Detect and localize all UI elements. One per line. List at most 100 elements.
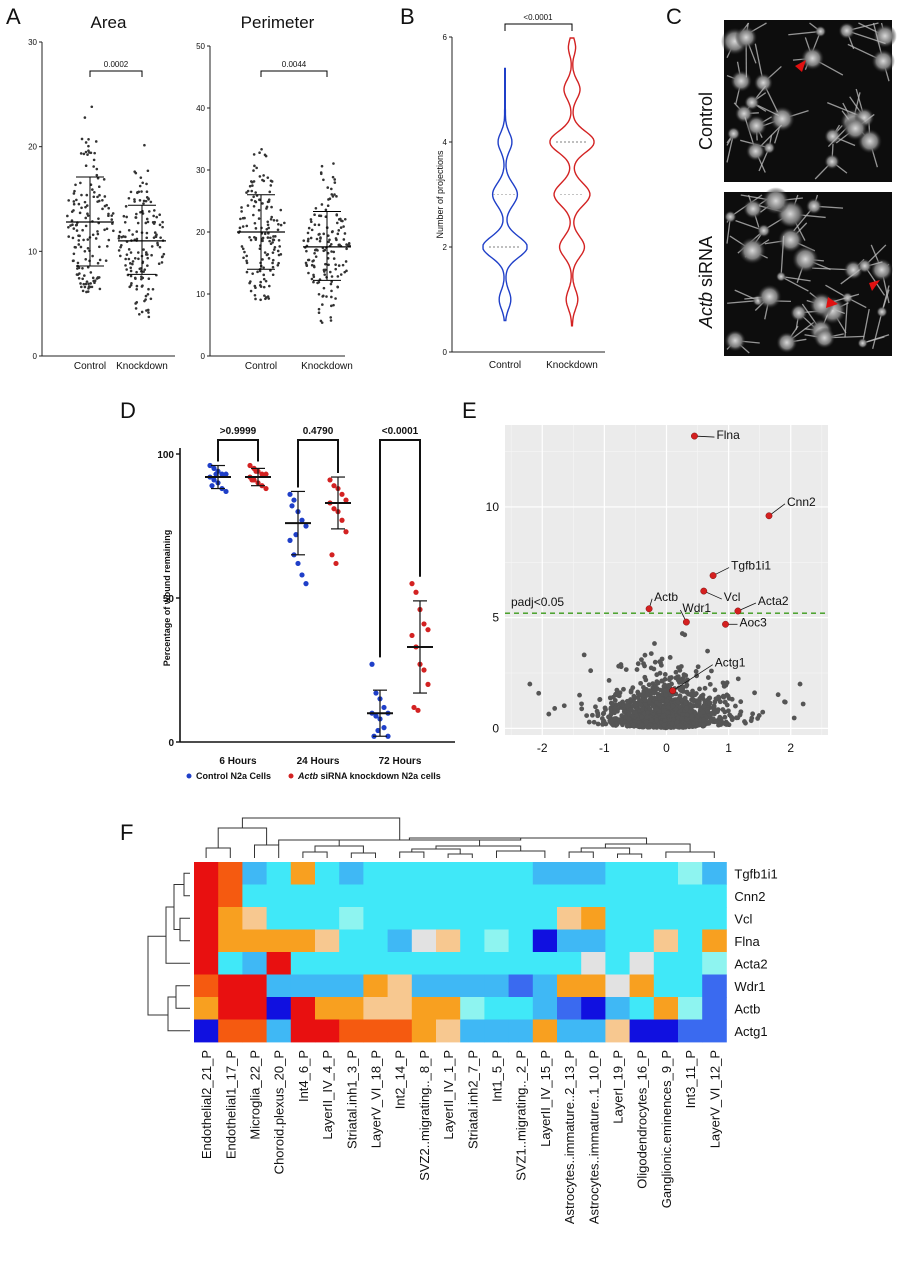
data-point xyxy=(327,477,333,483)
gene-point xyxy=(645,724,651,730)
column-label: LayerV_VI_18_P xyxy=(369,1050,384,1148)
column-label: Striatal.inh2_7_P xyxy=(465,1050,480,1149)
heatmap-cell xyxy=(702,929,727,953)
heatmap-cell xyxy=(339,997,364,1020)
gene-point xyxy=(623,667,629,673)
gene-point xyxy=(664,698,670,704)
data-point xyxy=(330,295,333,299)
gene-point xyxy=(625,722,631,728)
gene-point xyxy=(663,692,669,698)
column-dendrogram xyxy=(568,851,594,858)
data-point xyxy=(144,294,148,298)
data-point xyxy=(242,256,245,260)
cell-body xyxy=(738,237,766,265)
data-point xyxy=(260,147,263,151)
data-point xyxy=(273,235,277,238)
heatmap-cell xyxy=(242,862,267,885)
data-point xyxy=(335,195,338,198)
heatmap-cell xyxy=(581,884,606,908)
x-tick-label: -2 xyxy=(537,741,548,755)
data-point xyxy=(425,681,431,688)
data-point xyxy=(91,254,94,258)
y-axis-label: Percentage of wound remaining xyxy=(162,530,172,667)
gene-point xyxy=(633,702,638,708)
data-point xyxy=(127,228,131,232)
heatmap-cell xyxy=(290,884,316,908)
gene-point xyxy=(748,718,754,724)
data-point xyxy=(140,190,143,193)
gene-point xyxy=(632,709,638,715)
data-point xyxy=(145,231,149,235)
data-point xyxy=(318,232,321,236)
heatmap-cell xyxy=(315,974,340,998)
heatmap-cell xyxy=(508,907,534,930)
cell-body xyxy=(800,46,825,70)
heatmap-cell xyxy=(557,862,582,885)
data-point xyxy=(346,243,350,247)
data-point xyxy=(77,243,81,246)
gene-label: Aoc3 xyxy=(740,615,768,629)
gene-point xyxy=(705,648,710,654)
data-point xyxy=(134,216,138,219)
cell-body xyxy=(745,141,766,161)
gene-label: Cnn2 xyxy=(787,495,816,509)
cell-body xyxy=(757,284,782,309)
data-point xyxy=(86,246,90,250)
data-point xyxy=(305,263,308,267)
data-point xyxy=(139,176,143,179)
data-point xyxy=(271,265,275,269)
data-point xyxy=(323,273,327,276)
data-point xyxy=(271,273,275,277)
data-point xyxy=(254,227,258,230)
cell-body xyxy=(724,329,746,352)
gene-point xyxy=(683,689,689,695)
gene-point xyxy=(680,712,686,717)
data-point xyxy=(72,227,76,230)
data-point xyxy=(87,149,90,152)
data-point xyxy=(124,205,128,208)
data-point xyxy=(258,151,261,154)
data-point xyxy=(98,193,101,197)
heatmap-cell xyxy=(653,1019,679,1043)
heatmap-cell xyxy=(557,1019,582,1043)
data-point xyxy=(329,282,333,286)
data-point xyxy=(331,175,335,179)
data-point xyxy=(241,225,245,228)
data-point xyxy=(110,218,114,221)
heatmap-cell xyxy=(411,974,437,998)
data-point xyxy=(421,621,427,627)
gene-point xyxy=(693,669,699,674)
data-point xyxy=(342,225,345,228)
data-point xyxy=(105,227,109,231)
data-point xyxy=(425,627,431,633)
data-point xyxy=(267,226,271,230)
heatmap-cell xyxy=(315,862,340,885)
x-tick-label: -1 xyxy=(599,741,610,755)
data-point xyxy=(333,181,337,184)
heatmap-cell xyxy=(460,862,485,885)
data-point xyxy=(334,237,338,240)
data-point xyxy=(90,285,94,289)
gene-point xyxy=(720,693,726,699)
data-point xyxy=(71,259,75,263)
y-tick-label: 40 xyxy=(196,104,205,113)
data-point xyxy=(129,274,133,278)
gene-point xyxy=(707,681,713,687)
column-label: Int2_14_P xyxy=(393,1050,408,1109)
gene-point xyxy=(682,700,688,706)
data-point xyxy=(276,249,280,253)
data-point xyxy=(223,488,229,495)
expression-heatmap: Tgfb1i1 Cnn2 Vcl Flna Acta2 Wdr1 Actb Actg1 Endo… xyxy=(147,817,778,1224)
data-point xyxy=(240,210,243,213)
gene-label-leader xyxy=(672,664,713,692)
significance-bracket xyxy=(504,23,573,31)
data-point xyxy=(270,215,273,219)
cell-body xyxy=(757,223,771,238)
heatmap-cell xyxy=(484,997,509,1020)
data-point xyxy=(129,251,133,254)
p-value: <0.0001 xyxy=(523,13,553,22)
heatmap-cell xyxy=(290,929,316,953)
data-point xyxy=(307,258,311,262)
data-point xyxy=(327,234,330,237)
p-value: 0.0044 xyxy=(282,60,307,69)
